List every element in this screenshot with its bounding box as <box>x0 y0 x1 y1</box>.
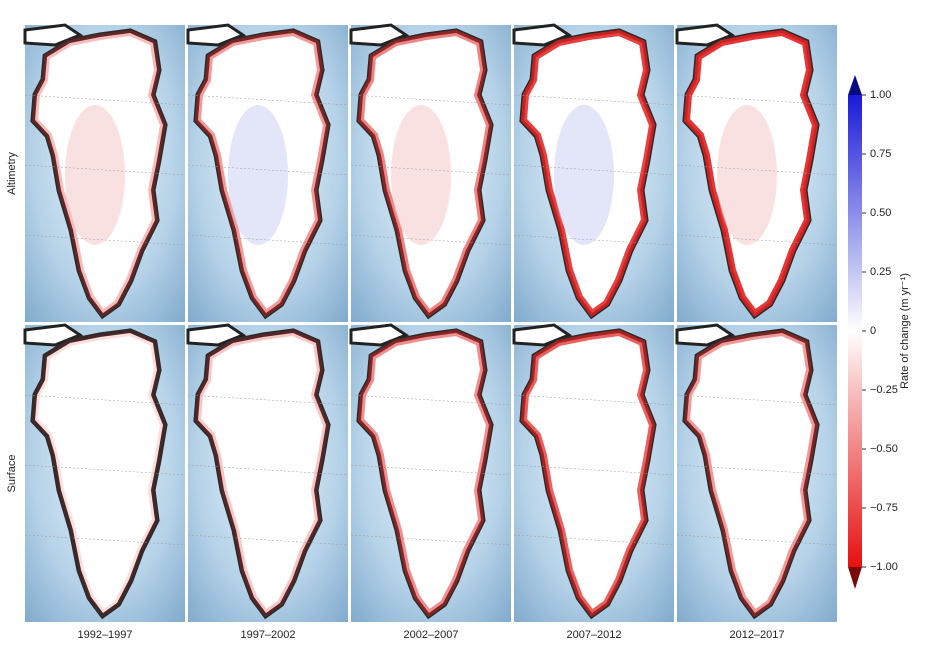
graticule <box>676 394 838 406</box>
colorbar-label: Rate of change (m yr⁻¹) <box>899 273 911 389</box>
map-panel <box>512 23 675 322</box>
graticule <box>24 234 186 246</box>
column-label: 2012–2017 <box>729 629 784 641</box>
graticule <box>513 394 675 406</box>
colorbar-tick-label: 1.00 <box>870 89 891 101</box>
colorbar-tick-label: 0 <box>870 325 876 337</box>
map-panel <box>186 23 349 322</box>
interior-change <box>717 105 777 245</box>
colorbar-tick-label: 0.75 <box>870 148 891 160</box>
colorbar-extend-bottom <box>848 567 862 589</box>
graticule <box>187 94 349 106</box>
colorbar-tick-label: 0.25 <box>870 266 891 278</box>
map-panel <box>349 23 512 322</box>
colorbar-tick-label: −0.25 <box>870 384 898 396</box>
colorbar <box>848 95 862 567</box>
interior-change <box>65 105 125 245</box>
map-panel <box>23 323 186 622</box>
graticule <box>350 534 512 546</box>
column-label: 2002–2007 <box>403 629 458 641</box>
colorbar-tick-label: −0.50 <box>870 443 898 455</box>
row-label: Altimetry <box>6 152 18 195</box>
column-label: 1997–2002 <box>240 629 295 641</box>
colorbar-tick-label: −0.75 <box>870 502 898 514</box>
graticule <box>350 94 512 106</box>
row-label: Surface <box>6 455 18 493</box>
graticule <box>513 534 675 546</box>
graticule <box>350 164 512 176</box>
column-label: 2007–2012 <box>566 629 621 641</box>
graticule <box>24 464 186 476</box>
graticule <box>676 164 838 176</box>
graticule <box>24 94 186 106</box>
colorbar-tick-label: 0.50 <box>870 207 891 219</box>
graticule <box>187 534 349 546</box>
graticule <box>350 464 512 476</box>
map-panel <box>23 23 186 322</box>
graticule <box>350 394 512 406</box>
graticule <box>24 534 186 546</box>
interior-change <box>228 105 288 245</box>
graticule <box>187 234 349 246</box>
graticule <box>187 164 349 176</box>
map-panel <box>675 323 838 622</box>
graticule <box>24 164 186 176</box>
column-label: 1992–1997 <box>77 629 132 641</box>
map-panel <box>512 323 675 622</box>
graticule <box>350 234 512 246</box>
interior-change <box>391 105 451 245</box>
graticule <box>676 94 838 106</box>
colorbar-extend-top <box>848 75 862 95</box>
interior-change <box>554 105 614 245</box>
graticule <box>513 94 675 106</box>
graticule <box>676 534 838 546</box>
map-panel <box>349 323 512 622</box>
graticule <box>187 464 349 476</box>
graticule <box>24 394 186 406</box>
map-panel <box>186 323 349 622</box>
graticule <box>676 464 838 476</box>
graticule <box>513 164 675 176</box>
graticule <box>513 234 675 246</box>
graticule <box>513 464 675 476</box>
colorbar-tick-label: −1.00 <box>870 561 898 573</box>
map-panel <box>675 23 838 322</box>
graticule <box>676 234 838 246</box>
graticule <box>187 394 349 406</box>
